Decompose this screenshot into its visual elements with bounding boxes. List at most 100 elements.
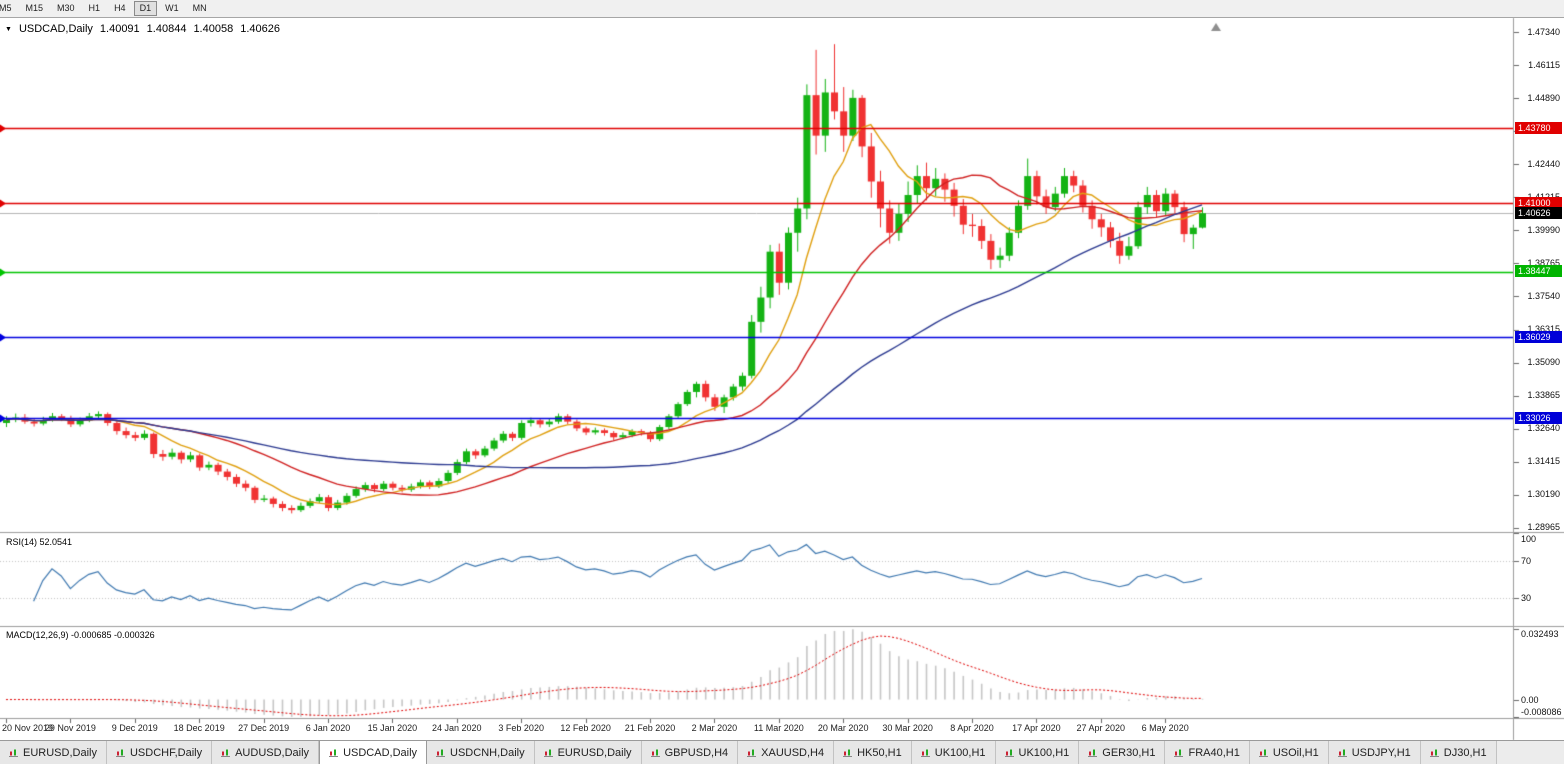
date-label: 12 Feb 2020 — [560, 723, 611, 733]
timeframe-button-w1[interactable]: W1 — [165, 3, 179, 13]
date-label: 6 Jan 2020 — [305, 723, 351, 733]
chart-tab-bar: EURUSD,Daily USDCHF,Daily AUDUSD,Daily USDC… — [0, 740, 1564, 764]
price-tick: 1.30190 — [1527, 489, 1560, 500]
price-axis[interactable]: 1.473401.461151.448901.436651.424401.412… — [1514, 0, 1564, 764]
date-label: 24 Jan 2020 — [432, 723, 482, 733]
macd-label: MACD(12,26,9) -0.000685 -0.000326 — [6, 630, 155, 640]
price-badge: 1.38447 — [1515, 265, 1562, 278]
chart-tab-icon — [543, 748, 553, 757]
chart-tab-label: XAUUSD,H4 — [761, 746, 825, 759]
chart-tab-fra40-h1[interactable]: FRA40,H1 — [1165, 741, 1250, 764]
date-label: 18 Dec 2019 — [173, 723, 225, 733]
ohlc-low: 1.40058 — [193, 23, 234, 35]
symbol-dropdown-icon[interactable]: ▼ — [5, 25, 12, 33]
chart-tab-label: FRA40,H1 — [1188, 746, 1240, 759]
date-label: 3 Feb 2020 — [498, 723, 544, 733]
chart-tab-icon — [650, 748, 660, 757]
chart-tab-label: DJ30,H1 — [1443, 746, 1487, 759]
chart-tab-label: UK100,H1 — [934, 746, 986, 759]
chart-tab-label: GER30,H1 — [1102, 746, 1156, 759]
price-tick: 1.32640 — [1527, 423, 1560, 434]
chart-tab-label: USOil,H1 — [1272, 746, 1319, 759]
chart-tab-dj30-h1[interactable]: DJ30,H1 — [1420, 741, 1497, 764]
chart-tab-label: USDJPY,H1 — [1351, 746, 1411, 759]
price-tick: 1.42440 — [1527, 158, 1560, 169]
chart-tab-label: EURUSD,Daily — [23, 746, 97, 759]
chart-tab-ger30-h1[interactable]: GER30,H1 — [1079, 741, 1166, 764]
date-label: 27 Apr 2020 — [1076, 723, 1126, 733]
rsi-label: RSI(14) 52.0541 — [6, 537, 73, 547]
chart-tab-icon — [843, 748, 853, 757]
chart-tab-usdjpy-h1[interactable]: USDJPY,H1 — [1328, 741, 1421, 764]
chart-tab-uk100-h1[interactable]: UK100,H1 — [995, 741, 1080, 764]
chart-tab-hk50-h1[interactable]: HK50,H1 — [834, 741, 912, 764]
date-label: 8 Apr 2020 — [950, 723, 994, 733]
timeframe-button-h4[interactable]: H4 — [114, 3, 126, 13]
chart-tab-icon — [747, 748, 757, 757]
date-label: 21 Feb 2020 — [624, 723, 676, 733]
date-label: 17 Apr 2020 — [1012, 723, 1061, 733]
timeframe-button-d1[interactable]: D1 — [133, 1, 158, 16]
price-tick: 1.33865 — [1527, 390, 1560, 401]
chart-tab-icon — [1088, 748, 1098, 757]
chart-tab-uk100-h1[interactable]: UK100,H1 — [911, 741, 996, 764]
chart-tab-gbpusd-h4[interactable]: GBPUSD,H4 — [641, 741, 739, 764]
chart-tab-usdcnh-daily[interactable]: USDCNH,Daily — [427, 741, 535, 764]
date-label: 27 Dec 2019 — [238, 723, 290, 733]
price-tick: 1.46115 — [1528, 59, 1560, 70]
chart-tab-icon — [115, 748, 125, 757]
date-label: 15 Jan 2020 — [367, 723, 418, 733]
chart-tab-audusd-daily[interactable]: AUDUSD,Daily — [212, 741, 320, 764]
price-tick: 1.38765 — [1527, 257, 1560, 268]
chart-tab-label: HK50,H1 — [857, 746, 902, 759]
chart-tab-icon — [920, 748, 930, 757]
macd-axis-label: 0.00 — [1521, 694, 1539, 705]
price-tick: 1.35090 — [1527, 357, 1560, 368]
chart-tab-label: USDCHF,Daily — [129, 746, 203, 759]
chart-tab-label: USDCNH,Daily — [450, 746, 525, 759]
chart-symbol-period: USDCAD,Daily — [18, 23, 93, 35]
ohlc-open: 1.40091 — [99, 23, 140, 35]
price-badge: 1.36029 — [1515, 330, 1562, 343]
date-label: 29 Nov 2019 — [44, 723, 96, 733]
chart-tab-usdchf-daily[interactable]: USDCHF,Daily — [106, 741, 213, 764]
chart-tab-icon — [221, 748, 231, 757]
timeframe-button-h1[interactable]: H1 — [88, 3, 101, 13]
price-badge: 1.41000 — [1515, 196, 1562, 209]
price-badge: 1.40626 — [1515, 206, 1562, 219]
price-tick: 1.44890 — [1527, 92, 1560, 103]
timeframe-button-m15[interactable]: M15 — [25, 3, 44, 13]
date-label: 20 Mar 2020 — [817, 723, 869, 733]
chart-header: ▼ USDCAD,Daily 1.40091 1.40844 1.40058 1… — [5, 23, 280, 35]
time-axis[interactable]: 20 Nov 2019 29 Nov 2019 9 Dec 2019 18 Dec 2… — [0, 719, 1513, 740]
macd-axis-label: 0.032493 — [1521, 629, 1559, 639]
ohlc-close: 1.40626 — [240, 23, 280, 35]
timeframe-button-m30[interactable]: M30 — [57, 3, 75, 13]
chart-tab-xauusd-h4[interactable]: XAUUSD,H4 — [738, 741, 835, 764]
price-tick: 1.28965 — [1527, 522, 1560, 533]
chart-tab-usdcad-daily[interactable]: USDCAD,Daily — [319, 741, 428, 764]
date-label: 11 Mar 2020 — [753, 723, 804, 733]
chart-tab-label: USDCAD,Daily — [343, 746, 418, 759]
date-label: 30 Mar 2020 — [882, 723, 933, 733]
chart-tab-icon — [1258, 748, 1268, 757]
date-label: 2 Mar 2020 — [691, 723, 738, 733]
price-tick: 1.39990 — [1527, 224, 1560, 235]
timeframe-toolbar: M5 M15 M30 H1 H4 D1 W1 MN — [0, 0, 1564, 18]
timeframe-button-mn[interactable]: MN — [192, 3, 207, 13]
chart-tab-icon — [1429, 748, 1439, 757]
chart-tab-usoil-h1[interactable]: USOil,H1 — [1249, 741, 1329, 764]
rsi-axis-label: 100 — [1521, 534, 1537, 544]
price-badge: 1.43780 — [1515, 121, 1562, 134]
price-tick: 1.31415 — [1527, 456, 1560, 467]
chart-tab-icon — [1004, 748, 1014, 757]
chart-tab-label: UK100,H1 — [1018, 746, 1070, 759]
chart-tab-icon — [436, 748, 446, 757]
ohlc-high: 1.40844 — [146, 23, 187, 35]
chart-tab-eurusd-daily[interactable]: EURUSD,Daily — [0, 741, 107, 764]
chart-tab-eurusd-daily[interactable]: EURUSD,Daily — [534, 741, 642, 764]
price-tick: 1.37540 — [1527, 290, 1560, 301]
timeframe-button-m5[interactable]: M5 — [0, 3, 12, 13]
date-label: 20 Nov 2019 — [2, 723, 54, 733]
